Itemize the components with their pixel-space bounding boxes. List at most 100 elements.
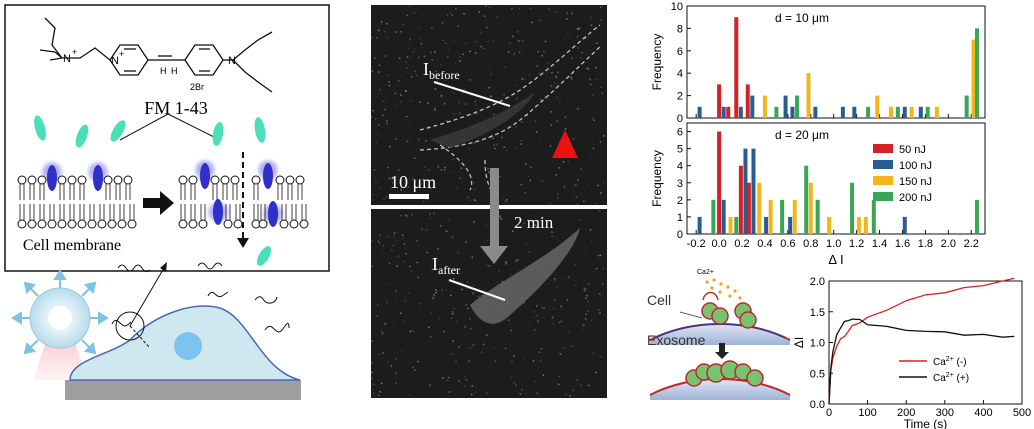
noise-speckle [397,255,400,257]
noise-speckle [519,7,521,10]
noise-speckle [552,315,554,317]
noise-speckle [572,389,574,392]
noise-speckle [544,96,546,98]
hist-bar [734,216,739,234]
noise-speckle [387,360,390,363]
noise-speckle [568,330,570,333]
noise-speckle [405,115,408,118]
noise-speckle [399,101,402,103]
noise-speckle [515,126,517,128]
noise-speckle [441,289,443,291]
noise-speckle [442,39,444,42]
noise-speckle [592,147,595,150]
noise-speckle [504,347,507,350]
noise-speckle [529,214,531,217]
noise-speckle [586,294,588,297]
noise-speckle [423,200,425,203]
noise-speckle [503,93,505,96]
hist-bar [971,39,976,118]
noise-speckle [533,317,535,319]
noise-speckle [552,322,555,325]
noise-speckle [557,71,559,74]
noise-speckle [394,31,397,33]
h-label-2: H [171,66,178,76]
hist-bar [711,199,716,234]
noise-speckle [427,126,430,128]
noise-speckle [526,114,528,116]
hist-bar [934,106,939,118]
noise-speckle [550,85,553,87]
noise-speckle [577,204,579,206]
noise-speckle [589,229,592,231]
noise-speckle [583,324,585,326]
noise-speckle [600,18,602,21]
noise-speckle [585,288,587,290]
y-tick-label: 8 [677,23,683,35]
noise-speckle [436,81,438,83]
noise-speckle [465,378,467,381]
x-axis-label: Δ I [828,252,843,267]
noise-speckle [456,187,458,189]
noise-speckle [386,301,389,304]
noise-speckle [577,28,580,30]
noise-speckle [522,357,525,360]
noise-speckle [510,329,512,332]
noise-speckle [536,305,538,307]
noise-speckle [423,55,426,58]
noise-speckle [516,6,518,8]
y-tick-label: 1 [677,212,683,224]
hist-bar [738,106,743,118]
noise-speckle [371,371,373,374]
noise-speckle [413,185,415,187]
hist-bar [746,182,751,234]
hist-bar [738,165,743,234]
noise-speckle [474,100,477,103]
noise-speckle [452,170,454,173]
noise-speckle [585,318,587,320]
noise-speckle [507,319,510,321]
noise-speckle [549,203,551,205]
noise-speckle [400,188,402,191]
noise-speckle [601,92,603,95]
noise-speckle [473,284,475,286]
noise-speckle [524,163,527,165]
noise-speckle [428,326,430,328]
noise-speckle [599,293,602,296]
noise-speckle [414,70,417,73]
noise-speckle [494,360,497,362]
scalebar-label: 10 μm [390,172,436,192]
noise-speckle [461,288,463,291]
noise-speckle [446,120,448,122]
noise-speckle [548,8,550,10]
noise-speckle [592,117,594,119]
noise-speckle [576,35,579,38]
noise-speckle [527,325,530,327]
noise-speckle [566,12,568,14]
noise-speckle [513,53,515,55]
laser-spot-marker [552,130,578,158]
noise-speckle [429,213,431,215]
noise-speckle [406,14,408,17]
noise-speckle [374,178,376,180]
noise-speckle [550,279,552,282]
hist-bar [866,106,871,118]
noise-speckle [398,57,401,60]
noise-speckle [514,147,517,149]
noise-speckle [371,377,373,379]
noise-speckle [563,347,566,349]
noise-speckle [450,317,453,319]
noise-speckle [595,66,597,69]
noise-speckle [393,232,396,234]
noise-speckle [564,37,566,39]
noise-speckle [429,384,431,387]
noise-speckle [394,104,396,107]
noise-speckle [583,289,586,292]
noise-speckle [414,369,416,371]
noise-speckle [558,353,561,355]
noise-speckle [415,74,418,77]
noise-speckle [493,113,495,116]
noise-speckle [557,383,560,386]
noise-speckle [590,16,592,19]
noise-speckle [474,52,477,54]
